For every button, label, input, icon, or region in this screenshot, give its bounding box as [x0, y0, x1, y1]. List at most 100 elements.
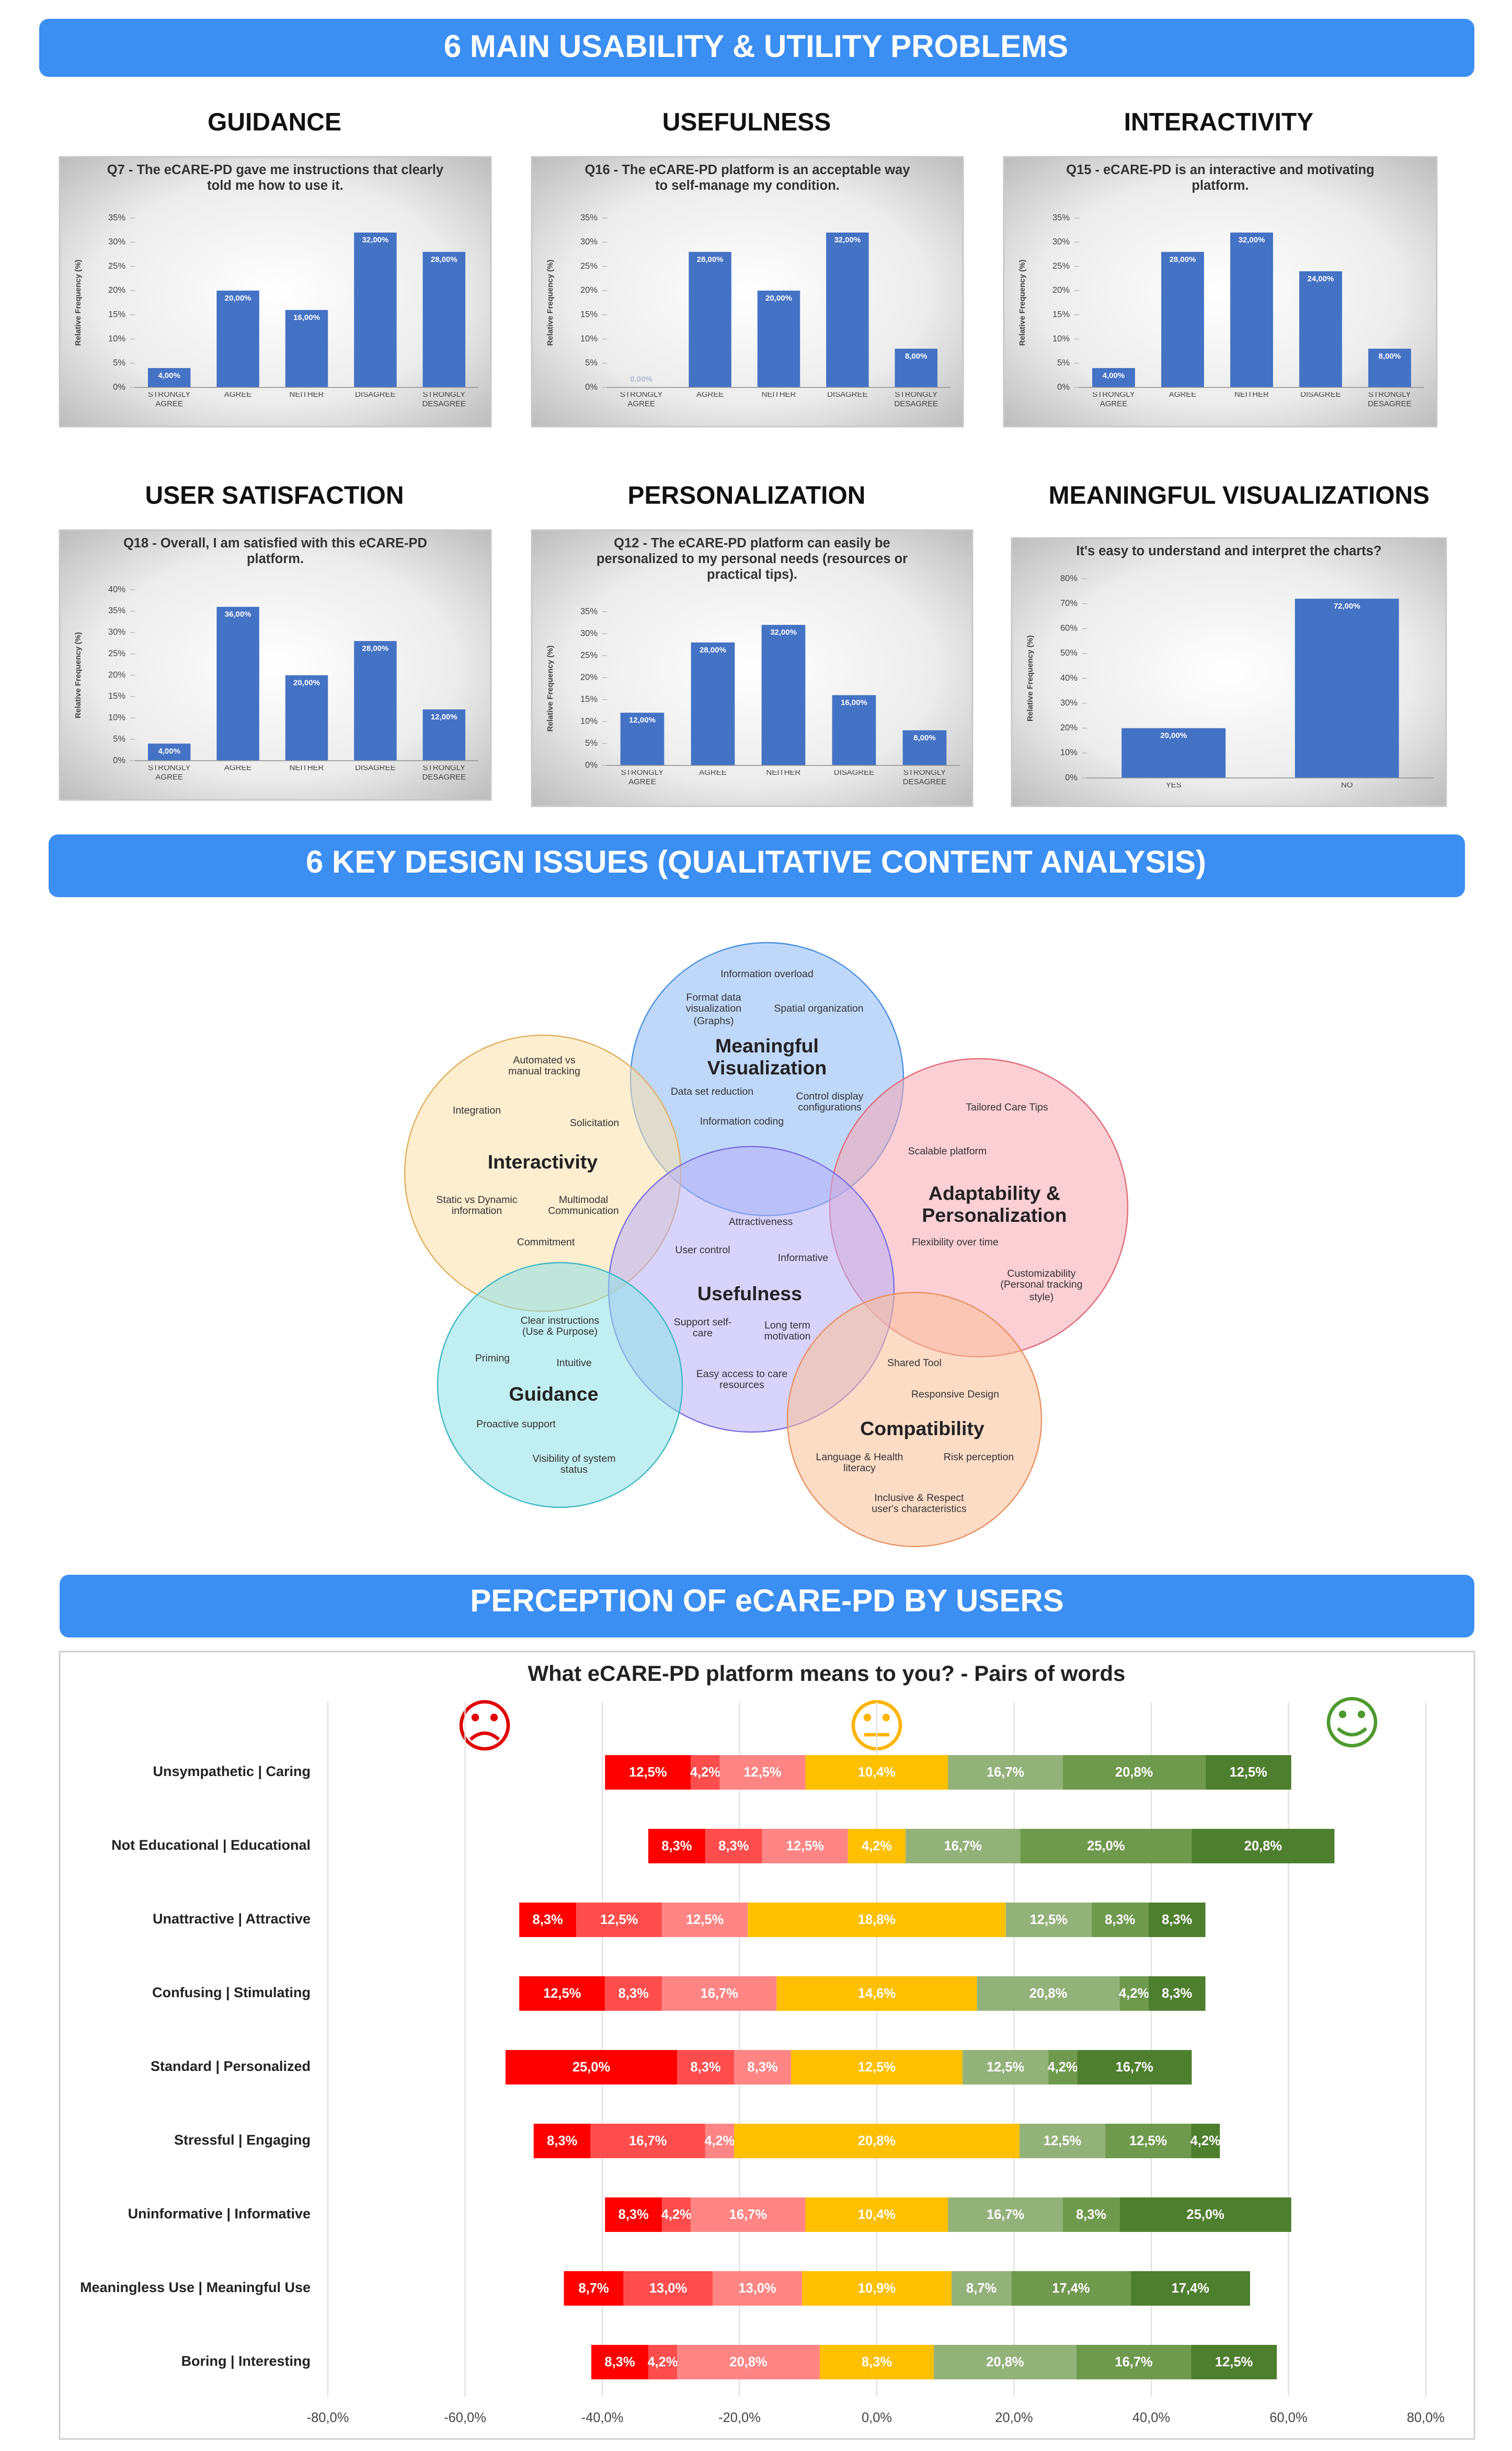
bar-segment	[952, 2271, 1012, 2306]
sad-face	[459, 1700, 510, 1751]
value-label: 8,3%	[690, 2060, 720, 2075]
value-label: 13,0%	[738, 2281, 776, 2296]
value-label: 17,4%	[1172, 2281, 1209, 2296]
x-tick-label: STRONGLY AGREE	[620, 392, 663, 409]
y-tick-label: 30%	[108, 237, 125, 247]
x-tick-label-box: NEITHER	[1234, 392, 1269, 400]
chart-title: Q16 - The eCARE-PD platform is an accept…	[585, 163, 910, 193]
bar-segment	[748, 1902, 1006, 1937]
section-label: USEFULNESS	[662, 109, 831, 136]
bar-segment	[662, 1976, 777, 2011]
banner	[39, 18, 1474, 77]
bar-segment	[605, 1976, 662, 2011]
section-label: GUIDANCE	[208, 109, 341, 136]
circle-item-box: Shared Tool	[887, 1359, 942, 1370]
bar-segment	[623, 2271, 713, 2306]
y-tick-label: 0%	[113, 382, 125, 392]
x-tick-label: DISAGREE	[355, 392, 396, 400]
y-tick-label: 10%	[580, 716, 598, 726]
x-tick-label-box: NEITHER	[762, 392, 796, 399]
y-tick-label: 35%	[1052, 213, 1070, 222]
value-label: 16,7%	[987, 1765, 1024, 1780]
circle-item-box: Flexibility over time	[912, 1238, 999, 1249]
y-tick-label: 10%	[108, 713, 125, 723]
circle-item: Integration	[452, 1106, 501, 1117]
value-label: 8,3%	[1162, 1912, 1192, 1927]
circle-item: Information overload	[720, 969, 814, 981]
y-tick-label: 60%	[1060, 624, 1078, 633]
y-tick-label: 70%	[1060, 599, 1078, 608]
y-tick-label: 5%	[113, 734, 125, 743]
value-label: 0,00%	[630, 375, 652, 384]
x-tick-label: -20,0%	[718, 2411, 761, 2425]
value-label: 25,0%	[1187, 2207, 1224, 2222]
value-label: 10,4%	[858, 2207, 896, 2222]
value-label: 16,7%	[729, 2207, 767, 2222]
x-tick-label-box: DISAGREE	[827, 392, 868, 399]
chart-panel	[59, 156, 492, 428]
x-tick-label: -40,0%	[581, 2411, 624, 2425]
value-label: 20,8%	[1029, 1986, 1067, 2001]
value-label: 20,8%	[1115, 1765, 1153, 1780]
value-label: 28,00%	[362, 644, 388, 653]
venn-circle	[437, 1262, 683, 1508]
y-tick-label: 30%	[580, 628, 598, 638]
value-label: 36,00%	[225, 610, 251, 619]
bar-segment	[705, 2123, 735, 2158]
bar	[1299, 271, 1342, 387]
value-label: 4,00%	[158, 747, 180, 755]
circle-item-box: Responsive Design	[911, 1390, 999, 1401]
chart-panel	[59, 529, 492, 801]
bar-segment	[948, 2197, 1063, 2232]
x-tick-label: 80,0%	[1407, 2411, 1445, 2425]
bar-segment	[564, 2271, 624, 2306]
value-label: 16,7%	[629, 2134, 667, 2148]
circle-item: Commitment	[517, 1238, 575, 1249]
bar	[689, 251, 731, 387]
category-label: Unattractive | Attractive	[153, 1911, 311, 1927]
bar-segment	[762, 1828, 848, 1863]
y-tick-label: 0%	[113, 755, 125, 765]
x-tick-label: STRONGLY AGREE	[147, 392, 191, 409]
venn-circle	[786, 1291, 1043, 1548]
chart-title: Q18 - Overall, I am satisfied with this …	[123, 536, 427, 566]
y-tick-label: 15%	[108, 310, 125, 319]
value-label: 4,2%	[862, 1839, 892, 1853]
bar	[422, 251, 466, 387]
category-label: Uninformative | Informative	[128, 2206, 311, 2221]
value-label: 8,00%	[905, 352, 927, 361]
value-label: 20,00%	[765, 294, 792, 303]
bar-segment	[677, 2344, 820, 2379]
value-label: 12,5%	[858, 2060, 896, 2075]
y-tick-label: 5%	[585, 358, 598, 368]
value-label: 8,3%	[533, 1912, 563, 1927]
bar-segment	[713, 2271, 802, 2306]
bar-segment	[847, 1828, 906, 1863]
x-tick-label-box: DISAGREE	[1300, 392, 1341, 399]
y-tick-label: 20%	[108, 285, 125, 295]
value-label: 12,5%	[543, 1986, 581, 2001]
bar	[761, 625, 806, 765]
chart-title-box: Q15 - eCARE-PD is an interactive and mot…	[1066, 163, 1374, 192]
category-label: Not Educational | Educational	[111, 1837, 311, 1853]
banner-title: 6 KEY DESIGN ISSUES (QUALITATIVE CONTENT…	[306, 844, 1206, 879]
circle-item: Informative	[777, 1253, 829, 1265]
chart-title-box: Q16 - The eCARE-PD platform is an accept…	[585, 163, 910, 193]
value-label: 8,3%	[618, 1986, 649, 2001]
x-tick-label-box: DISAGREE	[834, 770, 875, 777]
circle-item-box: Attractiveness	[729, 1218, 793, 1229]
value-label: 20,00%	[1160, 731, 1187, 740]
banner	[60, 1574, 1474, 1637]
y-tick-label: 40%	[108, 585, 125, 594]
x-tick-label: NEITHER	[1234, 392, 1269, 400]
bar	[216, 606, 259, 761]
bar-segment	[605, 2197, 662, 2232]
value-label: 28,00%	[700, 646, 726, 655]
category-label: Meaningless Use | Meaningful Use	[80, 2280, 311, 2295]
bar-segment	[1105, 2123, 1192, 2158]
x-tick-label: -80,0%	[307, 2411, 349, 2425]
x-tick-label-box: STRONGLY DESAGREE	[895, 392, 938, 409]
value-label: 16,7%	[1116, 2060, 1153, 2075]
bar-segment	[1191, 2123, 1220, 2158]
circle-item: Control display configurations	[796, 1091, 864, 1114]
